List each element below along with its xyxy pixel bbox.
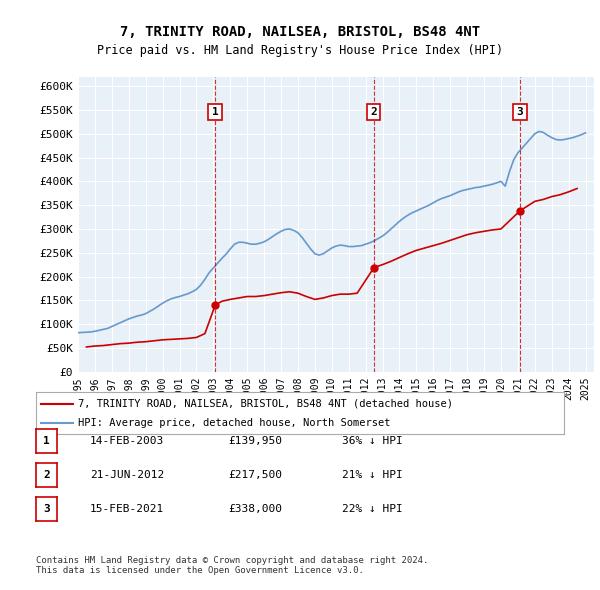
Text: 36% ↓ HPI: 36% ↓ HPI [342, 436, 403, 445]
Text: £338,000: £338,000 [228, 504, 282, 514]
Text: 7, TRINITY ROAD, NAILSEA, BRISTOL, BS48 4NT (detached house): 7, TRINITY ROAD, NAILSEA, BRISTOL, BS48 … [78, 399, 453, 409]
Text: 2: 2 [370, 107, 377, 117]
Text: £139,950: £139,950 [228, 436, 282, 445]
Text: HPI: Average price, detached house, North Somerset: HPI: Average price, detached house, Nort… [78, 418, 391, 428]
Text: 3: 3 [517, 107, 523, 117]
Text: Contains HM Land Registry data © Crown copyright and database right 2024.
This d: Contains HM Land Registry data © Crown c… [36, 556, 428, 575]
Text: 2: 2 [43, 470, 50, 480]
Text: 3: 3 [43, 504, 50, 514]
Text: 21-JUN-2012: 21-JUN-2012 [90, 470, 164, 480]
Text: 1: 1 [212, 107, 218, 117]
Text: 7, TRINITY ROAD, NAILSEA, BRISTOL, BS48 4NT: 7, TRINITY ROAD, NAILSEA, BRISTOL, BS48 … [120, 25, 480, 40]
Text: 22% ↓ HPI: 22% ↓ HPI [342, 504, 403, 514]
Text: 15-FEB-2021: 15-FEB-2021 [90, 504, 164, 514]
Text: £217,500: £217,500 [228, 470, 282, 480]
Text: 21% ↓ HPI: 21% ↓ HPI [342, 470, 403, 480]
Text: Price paid vs. HM Land Registry's House Price Index (HPI): Price paid vs. HM Land Registry's House … [97, 44, 503, 57]
Text: 14-FEB-2003: 14-FEB-2003 [90, 436, 164, 445]
Text: 1: 1 [43, 436, 50, 445]
